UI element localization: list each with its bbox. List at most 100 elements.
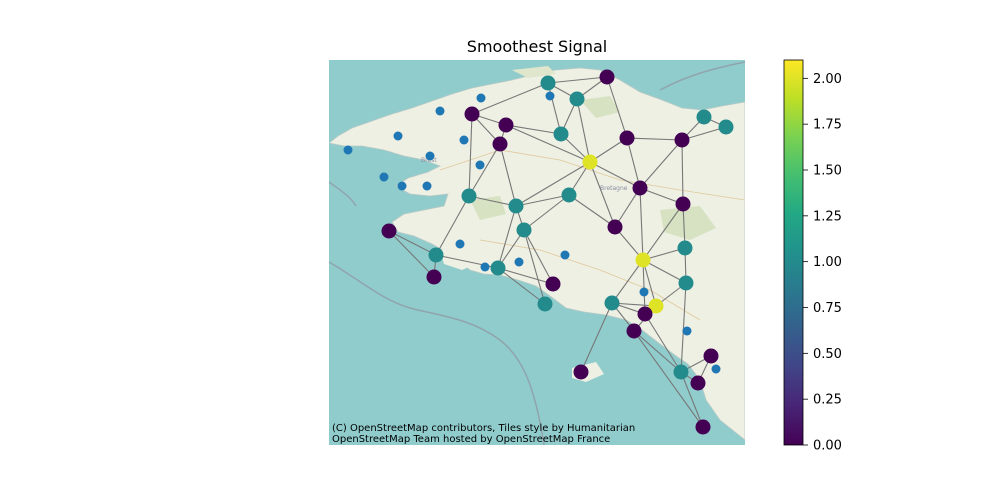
signal-node-point xyxy=(461,188,477,204)
attribution-line-1: (C) OpenStreetMap contributors, Tiles st… xyxy=(332,423,635,434)
graph-edge xyxy=(505,124,591,163)
graph-edge xyxy=(614,187,641,228)
graph-edge xyxy=(523,229,546,305)
graph-edge xyxy=(515,194,570,207)
graph-edge xyxy=(388,230,435,278)
signal-node-point xyxy=(492,136,508,152)
colorbar-tick-label: 0.25 xyxy=(813,393,842,408)
graph-edge xyxy=(639,187,684,205)
signal-node-point xyxy=(537,296,553,312)
road-1 xyxy=(439,149,745,201)
unsampled-node-point xyxy=(514,257,524,267)
colorbar-tick-label: 0.50 xyxy=(813,347,842,362)
graph-edge xyxy=(680,282,687,373)
signal-node-point xyxy=(545,276,561,292)
graph-edge xyxy=(681,139,684,205)
signal-node-point xyxy=(604,295,620,311)
signal-node-point xyxy=(703,348,719,364)
colorbar-tick-label: 1.50 xyxy=(813,164,842,179)
graph-edge xyxy=(642,259,687,284)
graph-edge xyxy=(497,267,546,305)
graph-edge xyxy=(471,82,549,115)
graph-edge xyxy=(499,143,517,207)
signal-node-point xyxy=(635,252,651,268)
signal-node-point xyxy=(675,196,691,212)
graph-edge xyxy=(611,259,644,304)
unsampled-node-point xyxy=(639,287,649,297)
signal-node-point xyxy=(678,275,694,291)
colorbar-tick-label: 1.00 xyxy=(813,255,842,270)
colorbar-tick-label: 1.75 xyxy=(813,118,842,133)
colorbar-ticks: 0.00 0.25 0.50 0.75 1.00 1.25 1.50 1.75 2.00 xyxy=(803,72,842,454)
unsampled-node-point xyxy=(393,131,403,141)
signal-node-point xyxy=(637,306,653,322)
unsampled-node-point xyxy=(475,160,485,170)
graph-edge xyxy=(497,229,525,269)
colorbar-tick-label: 0.00 xyxy=(813,439,842,454)
graph-edge xyxy=(589,161,616,228)
unsampled-node-point xyxy=(560,250,570,260)
colorbar-tick-label: 2.00 xyxy=(813,72,842,87)
signal-node-point xyxy=(464,106,480,122)
graph-edge xyxy=(505,124,562,135)
signal-node-point xyxy=(632,180,648,196)
signal-node-point xyxy=(426,269,442,285)
green-area-1 xyxy=(580,96,620,118)
graph-edge xyxy=(497,205,517,269)
signal-node-point xyxy=(718,119,734,135)
signal-node-point xyxy=(619,130,635,146)
graph-edge xyxy=(523,229,554,285)
graph-edge xyxy=(580,302,613,373)
signal-node-point xyxy=(573,364,589,380)
graph-edge xyxy=(523,194,570,231)
graph-edge xyxy=(633,330,682,373)
signal-node-point xyxy=(516,222,532,238)
graph-edge xyxy=(644,313,682,373)
signal-node-point xyxy=(648,298,664,314)
signal-node-point xyxy=(582,154,598,170)
map-panel: Brest Bretagne xyxy=(329,60,745,445)
signal-node-point xyxy=(677,240,693,256)
chart-title: Smoothest Signal xyxy=(467,37,607,56)
signal-node-point xyxy=(428,247,444,263)
signal-node-point xyxy=(607,219,623,235)
graph-edge xyxy=(468,195,517,207)
map-label-bretagne: Bretagne xyxy=(600,185,628,192)
colorbar-tick-label: 0.75 xyxy=(813,301,842,316)
unsampled-node-point xyxy=(455,239,465,249)
island-north xyxy=(512,66,556,78)
graph-edge xyxy=(497,267,554,285)
graph-edge xyxy=(633,330,704,428)
road-2 xyxy=(479,239,701,321)
graph-edge xyxy=(626,137,641,189)
graph-edge xyxy=(639,187,644,261)
graph-edge xyxy=(515,161,591,207)
graph-edge xyxy=(642,203,684,261)
signal-node-point xyxy=(569,91,585,107)
signal-node-point xyxy=(690,375,706,391)
signal-node-point xyxy=(599,69,615,85)
graph-edge xyxy=(435,195,470,256)
graph-edge xyxy=(681,126,727,141)
colorbar: 0.00 0.25 0.50 0.75 1.00 1.25 1.50 1.75 2.00 xyxy=(783,59,842,454)
island-crozon xyxy=(440,248,480,270)
sea-border-line-3 xyxy=(329,181,357,207)
map-label-brest: Brest xyxy=(421,157,437,164)
graph-edge xyxy=(568,194,616,228)
signal-node-point xyxy=(553,126,569,142)
attribution-line-2: OpenStreetMap Team hosted by OpenStreetM… xyxy=(332,434,610,445)
signal-node-point xyxy=(561,187,577,203)
sea-border-line-2 xyxy=(659,61,745,91)
graph-edge xyxy=(589,161,641,189)
signal-node-point xyxy=(508,198,524,214)
signal-node-point xyxy=(626,323,642,339)
unsampled-node-point xyxy=(476,93,486,103)
unsampled-node-point xyxy=(480,262,490,272)
signal-node-point xyxy=(498,117,514,133)
graph-edge xyxy=(388,230,437,256)
signal-nodes xyxy=(381,69,734,435)
graph-edge xyxy=(547,82,562,135)
signal-node-point xyxy=(673,364,689,380)
unsampled-node-point xyxy=(343,145,353,155)
